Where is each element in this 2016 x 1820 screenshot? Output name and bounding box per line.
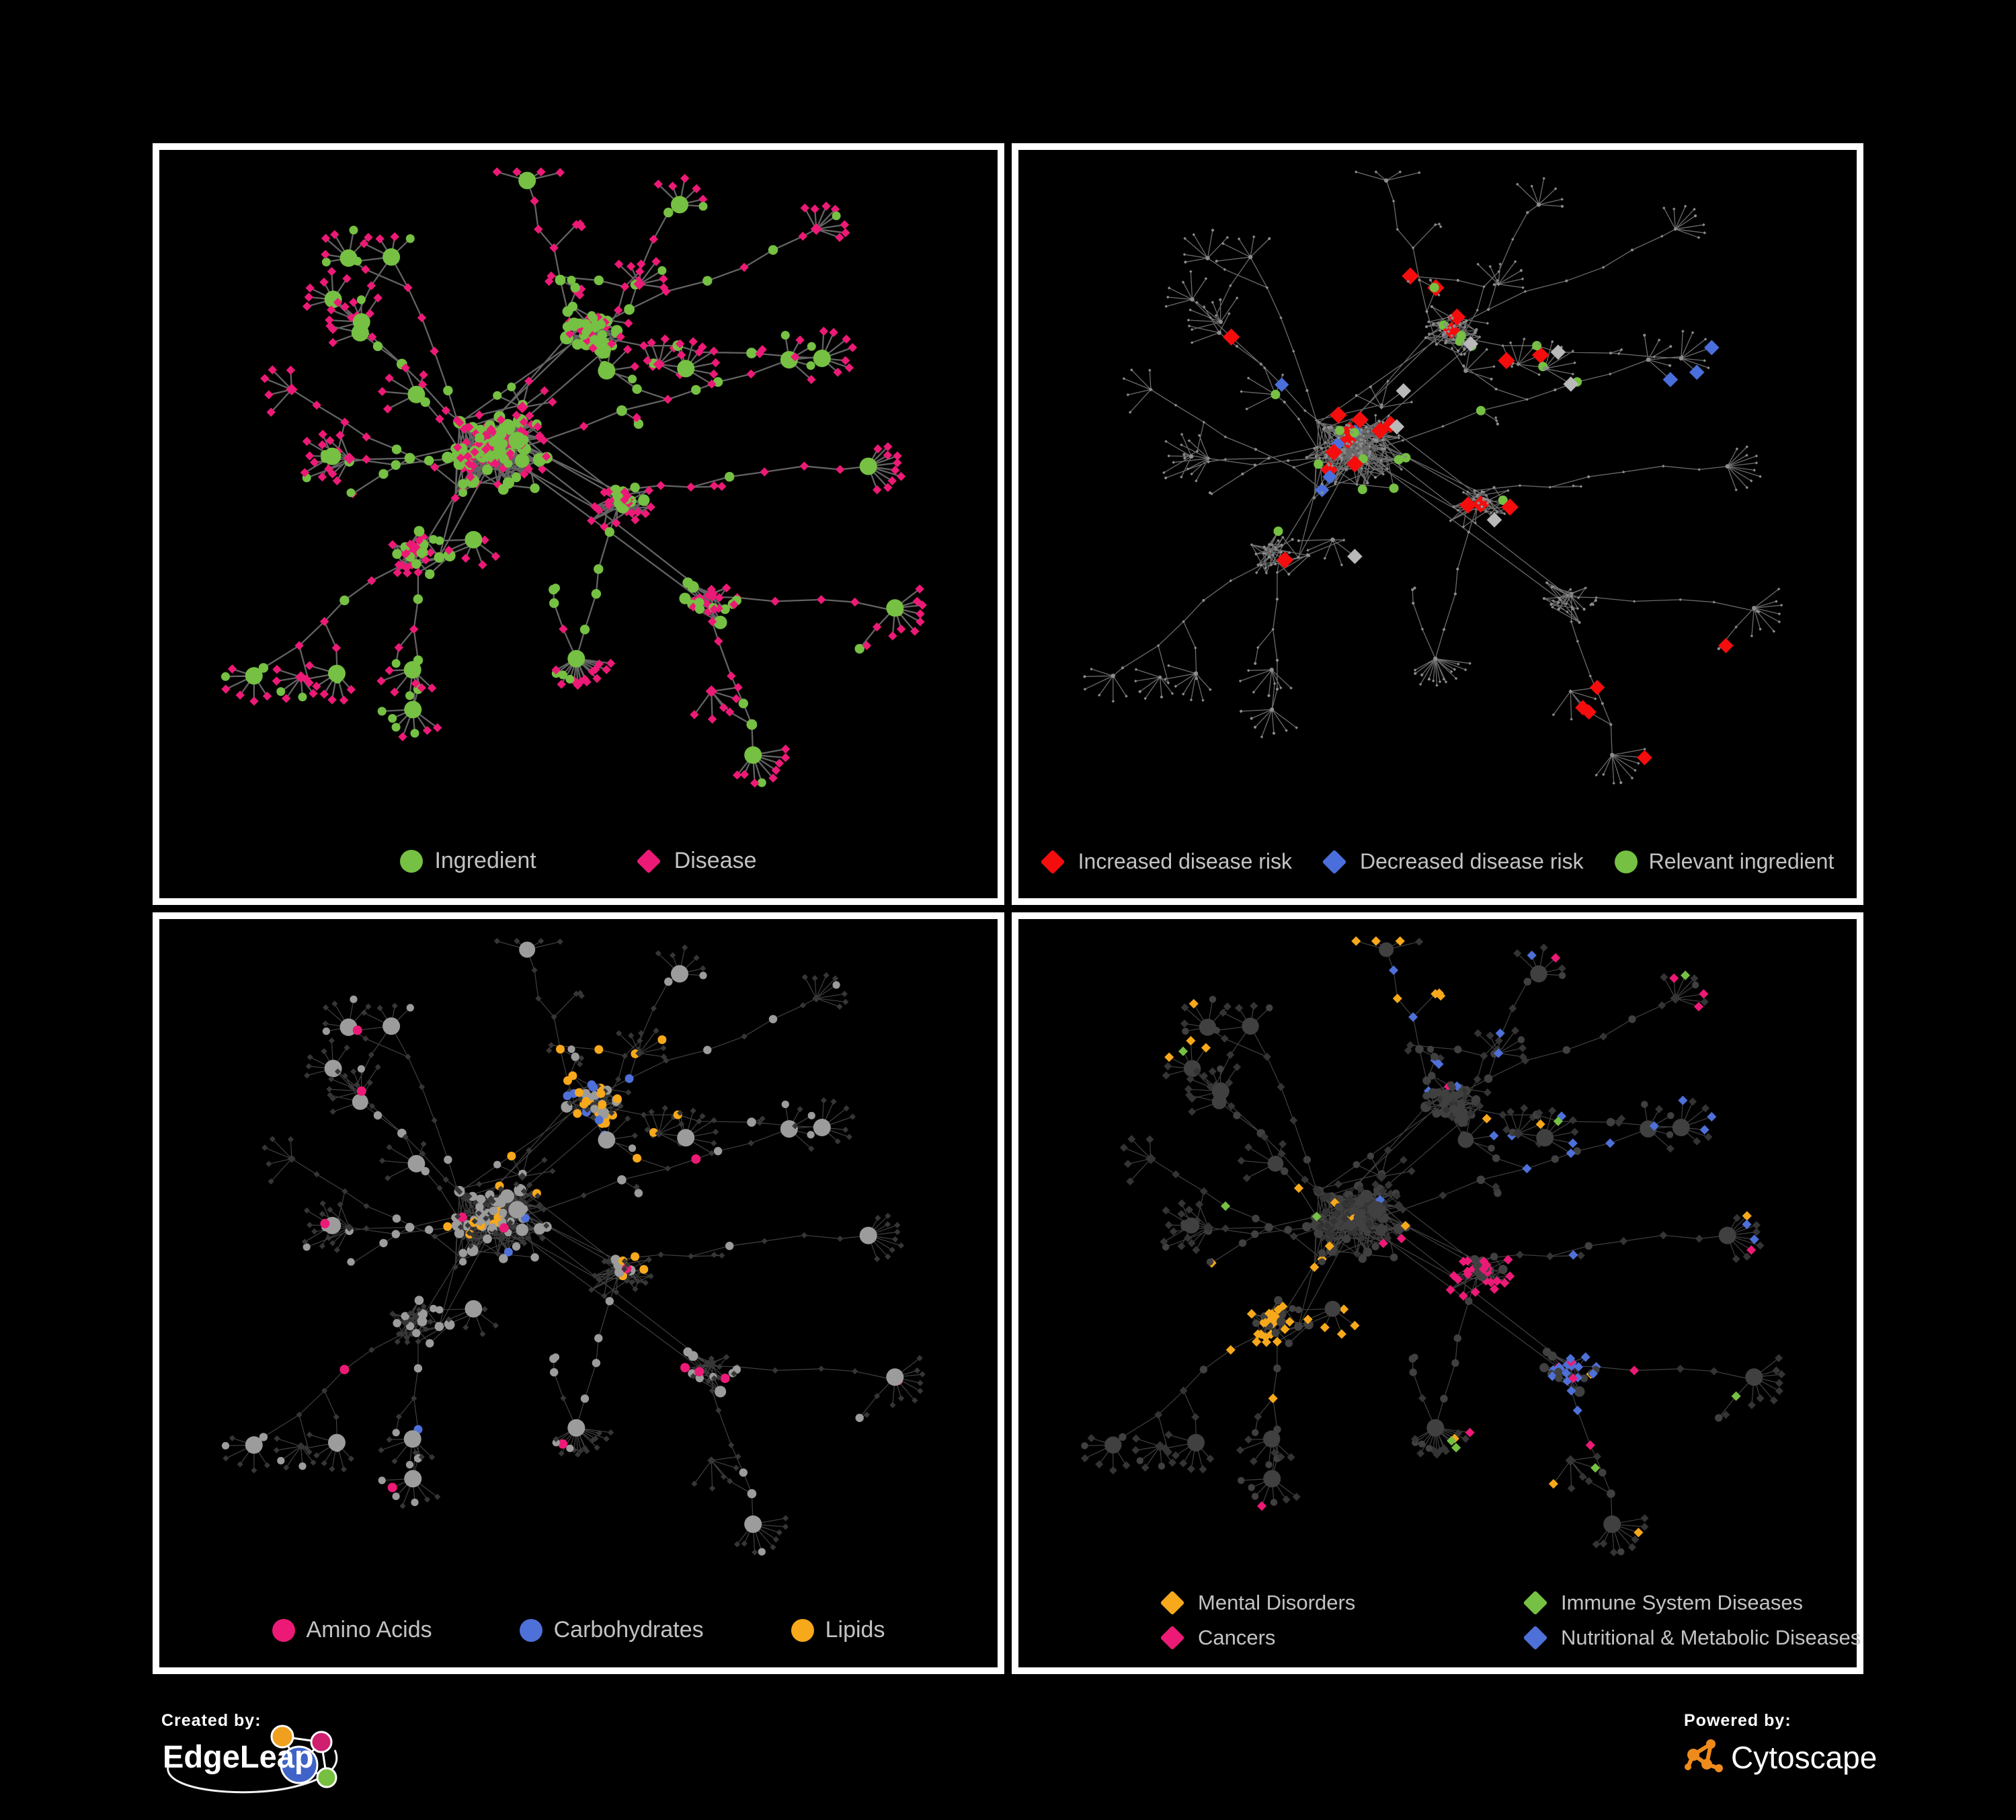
circle-marker-icon xyxy=(400,849,424,873)
edgeleap-logo-icon xyxy=(167,1725,338,1794)
legend-item-carbohydrates: Carbohydrates xyxy=(519,1617,704,1643)
diamond-marker-icon xyxy=(636,848,661,873)
legend-label: Mental Disorders xyxy=(1198,1591,1356,1614)
legend-item-mental-disorders: Mental Disorders xyxy=(1160,1590,1524,1616)
legend-item-disease: Disease xyxy=(636,848,757,874)
diamond-marker-icon xyxy=(1322,849,1347,874)
legend-label: Decreased disease risk xyxy=(1360,849,1584,873)
circle-marker-icon xyxy=(519,1618,542,1642)
network-graph-disease-category xyxy=(1080,936,1786,1556)
legend-label: Carbohydrates xyxy=(553,1617,704,1643)
panel-nutrient-class-network: Amino Acids Carbohydrates Lipids xyxy=(153,912,1004,1674)
legend-label: Lipids xyxy=(825,1617,885,1643)
created-by-label: Created by: xyxy=(161,1711,261,1730)
legend-label: Cancers xyxy=(1198,1626,1276,1649)
circle-marker-icon xyxy=(1614,850,1638,873)
network-graph-nutrient-class xyxy=(221,938,926,1556)
legend-label: Disease xyxy=(674,848,757,873)
legend-item-amino-acids: Amino Acids xyxy=(272,1617,432,1643)
edgeleap-logo-text: EdgeLeap xyxy=(163,1739,314,1774)
panel-disease-risk-network: Increased disease risk Decreased disease … xyxy=(1012,143,1863,905)
legend-item-relevant-ingredient: Relevant ingredient xyxy=(1614,849,1834,874)
legend-item-nutritional-metabolic-diseases: Nutritional & Metabolic Diseases xyxy=(1523,1625,1861,1651)
cytoscape-credit: Powered by: Cytoscape xyxy=(1684,1711,1906,1792)
legend-label: Nutritional & Metabolic Diseases xyxy=(1561,1626,1861,1649)
edgeleap-credit: Created by: EdgeLeap xyxy=(161,1711,356,1812)
legend-label: Amino Acids xyxy=(306,1617,432,1643)
panel-disease-category-network: Mental Disorders Immune System Diseases Ca… xyxy=(1012,912,1863,1674)
legend-item-cancers: Cancers xyxy=(1160,1625,1524,1651)
circle-marker-icon xyxy=(272,1618,295,1642)
cytoscape-logo-text: Cytoscape xyxy=(1731,1740,1878,1775)
powered-by-label: Powered by: xyxy=(1684,1711,1791,1730)
panel-ingredient-disease-network: Ingredient Disease xyxy=(153,143,1004,905)
network-graph-disease-risk xyxy=(1083,170,1783,785)
legend-disease-category: Mental Disorders Immune System Diseases Ca… xyxy=(1160,1590,1861,1651)
legend-label: Increased disease risk xyxy=(1078,849,1293,873)
legend-nutrient-class: Amino Acids Carbohydrates Lipids xyxy=(159,1617,998,1643)
diamond-marker-icon xyxy=(1523,1625,1548,1651)
diamond-marker-icon xyxy=(1040,849,1065,874)
diamond-marker-icon xyxy=(1160,1625,1185,1651)
legend-item-immune-system-diseases: Immune System Diseases xyxy=(1523,1590,1861,1616)
legend-item-lipids: Lipids xyxy=(791,1617,885,1643)
legend-label: Relevant ingredient xyxy=(1648,849,1834,873)
legend-item-ingredient: Ingredient xyxy=(400,848,536,874)
legend-label: Immune System Diseases xyxy=(1561,1591,1804,1614)
circle-marker-icon xyxy=(791,1618,814,1642)
diamond-marker-icon xyxy=(1523,1590,1548,1616)
cytoscape-logo-icon xyxy=(1685,1739,1723,1772)
legend-disease-risk: Increased disease risk Decreased disease … xyxy=(1018,849,1857,874)
legend-label: Ingredient xyxy=(434,848,536,873)
legend-item-increased-disease-risk: Increased disease risk xyxy=(1040,849,1293,874)
legend-item-decreased-disease-risk: Decreased disease risk xyxy=(1322,849,1584,874)
legend-ingredient-disease: Ingredient Disease xyxy=(159,848,998,874)
network-graph-ingredient-disease xyxy=(221,167,927,788)
diamond-marker-icon xyxy=(1160,1590,1185,1616)
